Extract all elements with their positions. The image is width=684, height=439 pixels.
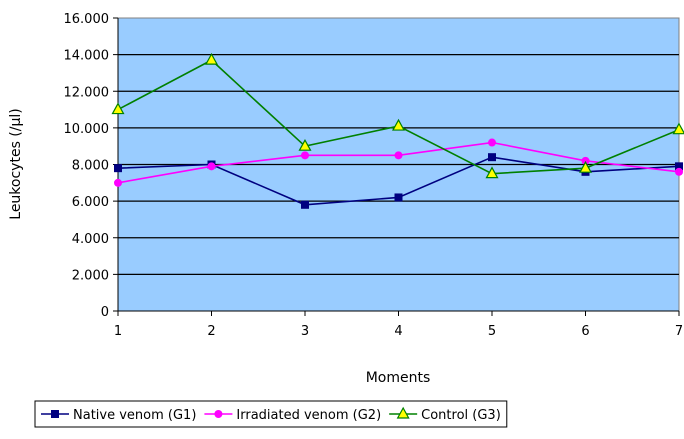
x-tick-label: 3 [301, 324, 309, 339]
series-3-point [204, 52, 219, 65]
y-tick-label: 16.000 [64, 12, 110, 27]
x-tick-label: 2 [207, 324, 215, 339]
series-2 [114, 138, 683, 187]
series-2-point [675, 167, 683, 176]
legend-box [34, 400, 508, 428]
legend-item-2-point [214, 410, 223, 418]
y-axis-ticks: 0 2.000 4.000 6.000 8.000 10.000 12.000 14.000 1… [64, 12, 119, 320]
series-1-point [301, 200, 309, 209]
legend-item-3-point [396, 406, 410, 419]
series-3-point [578, 160, 593, 173]
x-tick-label: 6 [581, 324, 589, 339]
series-1-point [488, 153, 496, 162]
legend-item-3-label: Control (G3) [421, 408, 501, 423]
series-2-point [301, 151, 309, 160]
series-2-point [114, 178, 122, 187]
y-tick-label: 4.000 [72, 232, 109, 247]
y-tick-label: 2.000 [72, 268, 109, 283]
y-tick-label: 6.000 [72, 195, 109, 210]
y-tick-label: 12.000 [64, 85, 110, 100]
series-3-point [298, 138, 312, 151]
series-1-point [394, 193, 403, 202]
y-tick-label: 14.000 [64, 49, 110, 64]
x-tick-label: 4 [394, 324, 402, 339]
y-tick-label: 0 [101, 305, 109, 320]
y-tick-label: 10.000 [64, 122, 110, 137]
x-axis-title: Moments [366, 370, 431, 386]
series-3-point [111, 102, 125, 115]
x-tick-label: 7 [675, 324, 683, 339]
series-1-point [675, 162, 683, 171]
legend: Native venom (G1) Irradiated venom (G2) Co… [34, 400, 508, 428]
y-axis-title: Leukocytes (/µl) [8, 108, 24, 219]
series-3-point [391, 118, 406, 131]
series-3-point [672, 122, 684, 135]
x-axis-ticks: 1 2 3 4 5 6 7 [114, 310, 683, 339]
series-1-point [114, 164, 122, 173]
x-tick-label: 5 [488, 324, 496, 339]
series-2-point [488, 138, 496, 147]
series-layer [111, 52, 684, 209]
legend-item-1-point [51, 410, 59, 418]
series-2-point [394, 151, 403, 160]
legend-item-1-label: Native venom (G1) [73, 408, 196, 423]
legend-item-1: Native venom (G1) [41, 408, 196, 423]
x-tick-label: 1 [114, 324, 122, 339]
series-3-point [485, 166, 499, 179]
series-2-point [581, 156, 590, 165]
legend-item-2-label: Irradiated venom (G2) [236, 408, 381, 423]
legend-item-3: Control (G3) [389, 406, 501, 423]
y-tick-label: 8.000 [72, 159, 109, 174]
series-3 [111, 52, 684, 179]
series-2-point [207, 162, 216, 171]
legend-item-2: Irradiated venom (G2) [204, 408, 381, 423]
